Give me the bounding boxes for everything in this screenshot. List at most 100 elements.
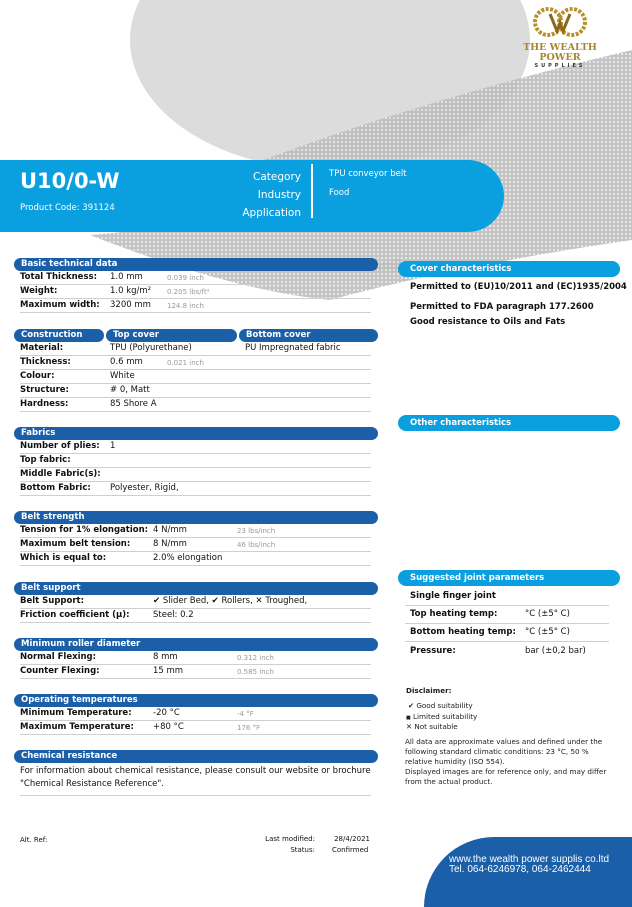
- construction-row: Hardness: 85 Shore A: [20, 398, 371, 412]
- belt-support-header: Belt support: [14, 582, 378, 595]
- logo-text: THE WEALTH POWER: [523, 42, 597, 63]
- joint-row: Bottom heating temp: °C (±5° C): [405, 624, 609, 642]
- alt-ref: Alt. Ref:: [20, 836, 48, 844]
- joint-type-row: Single finger joint: [405, 588, 609, 606]
- joint-row: Pressure: bar (±0,2 bar): [405, 643, 609, 661]
- row-label: Maximum belt tension:: [20, 539, 131, 549]
- row-imperial-value: 176 °F: [237, 724, 261, 732]
- cover-item: Permitted to (EU)10/2011 and (EC)1935/20…: [410, 282, 627, 292]
- construction-row: Thickness: 0.6 mm 0.021 inch: [20, 356, 371, 370]
- joint-label: Top heating temp:: [410, 609, 498, 619]
- row-label: Material:: [20, 343, 64, 353]
- legend-good-text: Good suitability: [416, 701, 473, 710]
- basic-row: Maximum width: 3200 mm 124.8 inch: [20, 299, 371, 313]
- row-label: Belt Support:: [20, 596, 85, 606]
- row-value: TPU (Polyurethane): [110, 343, 192, 353]
- basic-data-header: Basic technical data: [14, 258, 378, 271]
- row-imperial-value: 23 lbs/inch: [237, 527, 276, 535]
- temps-row: Maximum Temperature: +80 °C 176 °F: [20, 721, 371, 735]
- row-label: Total Thickness:: [20, 272, 97, 282]
- row-value: +80 °C: [153, 722, 184, 732]
- row-imperial-value: 0.021 inch: [167, 359, 204, 367]
- support-option: Rollers,: [221, 596, 253, 606]
- belt-strength-header: Belt strength: [14, 511, 378, 524]
- row-label: Counter Flexing:: [20, 666, 100, 676]
- row-label: Weight:: [20, 286, 58, 296]
- check-icon: ✔: [153, 596, 161, 606]
- check-icon: ✔: [408, 701, 415, 710]
- row-value: 1.0 kg/m²: [110, 286, 152, 296]
- website-link[interactable]: www.the wealth power supplis co.ltd: [449, 854, 610, 865]
- fabrics-row: Bottom Fabric: Polyester, Rigid,: [20, 482, 371, 496]
- cover-characteristics-header: Cover characteristics: [398, 261, 620, 277]
- disclaimer-images-text: Displayed images are for reference only,…: [405, 767, 607, 786]
- row-value: 4 N/mm: [153, 525, 187, 535]
- row-label: Maximum width:: [20, 300, 100, 310]
- product-code: Product Code: 391124: [20, 203, 115, 213]
- row-value: Polyester, Rigid,: [110, 483, 179, 493]
- joint-value: °C (±5° C): [525, 609, 570, 619]
- row-value: 15 mm: [153, 666, 184, 676]
- legend-not: ✕ Not suitable: [406, 722, 458, 732]
- joint-value: °C (±5° C): [525, 627, 570, 637]
- row-value: 8 mm: [153, 652, 178, 662]
- status-value: Confirmed: [332, 846, 369, 854]
- row-value: 85 Shore A: [110, 399, 157, 409]
- support-options: ✔ Slider Bed, ✔ Rollers, ✕ Troughed,: [153, 595, 307, 608]
- row-value: 1.0 mm: [110, 272, 143, 282]
- footer-values: 28/4/2021 Confirmed: [332, 834, 370, 856]
- roller-row: Normal Flexing: 8 mm 0.312 inch: [20, 651, 371, 665]
- operating-temperatures-header: Operating temperatures: [14, 694, 378, 707]
- meta-labels: Category Industry Application: [242, 168, 301, 222]
- chemical-resistance-text: For information about chemical resistanc…: [20, 765, 371, 796]
- joint-row: Top heating temp: °C (±5° C): [405, 606, 609, 624]
- logo-subtext: SUPPLIES: [534, 63, 586, 69]
- row-label: Maximum Temperature:: [20, 722, 134, 732]
- support-option: Slider Bed,: [162, 596, 209, 606]
- industry-value: Food: [329, 188, 350, 198]
- product-header-band: U10/0-W Product Code: 391124 Category In…: [0, 160, 504, 232]
- row-label: Bottom Fabric:: [20, 483, 91, 493]
- row-value: 2.0% elongation: [153, 553, 223, 563]
- disclaimer-text: All data are approximate values and defi…: [405, 737, 603, 766]
- phone-numbers: Tel. 064-6246978, 064-2462444: [449, 864, 591, 875]
- row-value: 1: [110, 441, 116, 451]
- construction-header: Construction: [14, 329, 104, 342]
- cross-icon: ✕: [406, 722, 413, 731]
- joint-parameters-header: Suggested joint parameters: [398, 570, 620, 586]
- joint-label: Bottom heating temp:: [410, 627, 516, 637]
- belt-support-row: Belt Support: ✔ Slider Bed, ✔ Rollers, ✕ …: [20, 595, 371, 609]
- other-characteristics-header: Other characteristics: [398, 415, 620, 431]
- row-imperial-value: 124.8 inch: [167, 302, 204, 310]
- row-label: Tension for 1% elongation:: [20, 525, 149, 535]
- cross-icon: ✕: [255, 596, 263, 606]
- cover-item: Good resistance to Oils and Fats: [410, 317, 566, 327]
- legend-limited-text: Limited suitability: [413, 712, 478, 721]
- row-label: Minimum Temperature:: [20, 708, 132, 718]
- row-value: 0.6 mm: [110, 357, 143, 367]
- row-value: -20 °C: [153, 708, 180, 718]
- belt_strength-row: Tension for 1% elongation: 4 N/mm 23 lbs…: [20, 524, 371, 538]
- row-value: 8 N/mm: [153, 539, 187, 549]
- last-modified-label: Last modified:: [265, 835, 315, 843]
- construction-row: Material: TPU (Polyurethane) PU Impregna…: [20, 342, 371, 356]
- fabrics-row: Top fabric:: [20, 454, 371, 468]
- company-logo: THE WEALTH POWER SUPPLIES: [505, 5, 615, 69]
- meta-values: TPU conveyor belt Food: [329, 165, 407, 203]
- row-value: Steel: 0.2: [153, 610, 194, 620]
- fabrics-row: Middle Fabric(s):: [20, 468, 371, 482]
- cover-item: Permitted to FDA paragraph 177.2600: [410, 302, 594, 312]
- support-option: Troughed,: [265, 596, 308, 606]
- row-label: Structure:: [20, 385, 69, 395]
- contact-panel: www.the wealth power supplis co.ltd Tel.…: [424, 837, 632, 907]
- legend-good: ✔ Good suitability: [408, 701, 473, 711]
- row-imperial-value: -4 °F: [237, 710, 254, 718]
- footer-labels: Last modified: Status:: [220, 834, 315, 856]
- basic-row: Weight: 1.0 kg/m² 0.205 lbs/ft²: [20, 285, 371, 299]
- square-bullet-icon: ■: [406, 715, 411, 721]
- industry-label: Industry: [257, 189, 301, 201]
- disclaimer-title: Disclaimer:: [406, 686, 452, 695]
- row-label: Thickness:: [20, 357, 71, 367]
- product-title: U10/0-W: [20, 169, 120, 193]
- roller-row: Counter Flexing: 15 mm 0.585 inch: [20, 665, 371, 679]
